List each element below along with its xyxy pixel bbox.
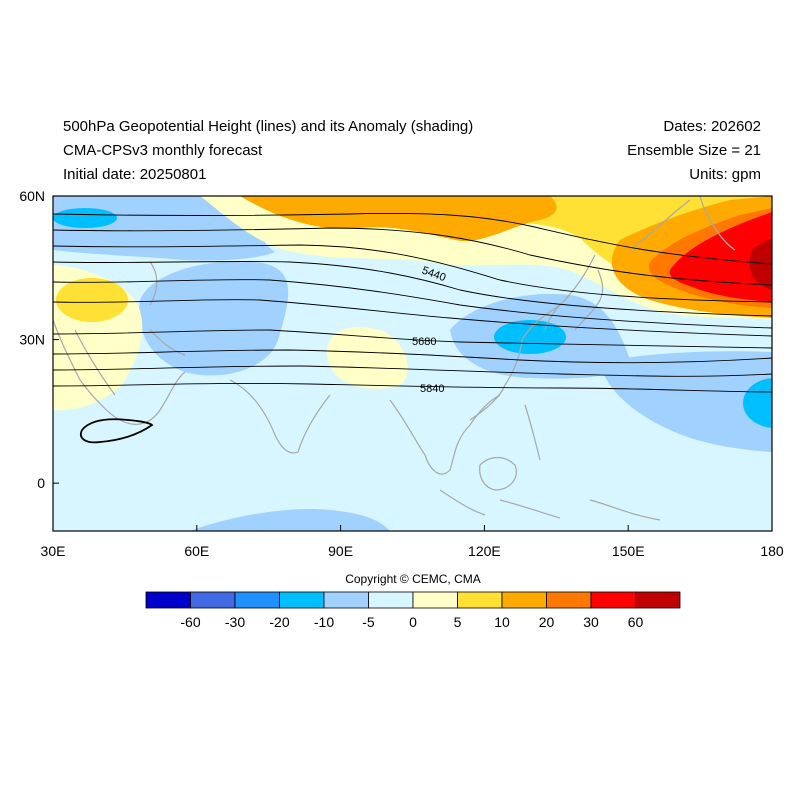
map-frame	[52, 195, 773, 532]
model-name: CMA-CPSv3 monthly forecast	[63, 142, 263, 159]
lat-tick-label: 0	[37, 475, 45, 491]
copyright-text: Copyright © CEMC, CMA	[345, 572, 481, 586]
legend-label: -30	[225, 614, 245, 630]
lon-tick-label: 120E	[468, 543, 501, 559]
anomaly-region-japan-negative10	[494, 320, 566, 354]
anomaly-shading	[53, 196, 772, 531]
anomaly-region-west-negative10	[53, 208, 117, 228]
units-label: Units: gpm	[689, 166, 761, 183]
legend-label: 5	[454, 614, 462, 630]
color-legend: -60 -30 -20 -10 -5 0 5 10 20 30 60	[145, 591, 681, 630]
height-contour	[53, 260, 772, 317]
contour-label-5840: 5840	[420, 383, 444, 395]
legend-label: 0	[409, 614, 417, 630]
coastline-india	[229, 379, 331, 454]
lat-tick-label: 30N	[19, 332, 45, 348]
coastline-kamchatka	[629, 196, 736, 251]
legend-swatch	[368, 591, 414, 609]
height-contour	[53, 365, 772, 377]
anomaly-region-pacific-negative	[600, 351, 772, 452]
legend-label: -20	[269, 614, 289, 630]
anomaly-region-pacific-peak	[749, 238, 772, 290]
lat-tick-label: 60N	[19, 188, 45, 204]
contour-label-5680: 5680	[412, 336, 436, 348]
legend-swatch	[590, 591, 636, 609]
map-axes: 30E 60E 90E 120E 150E 180 60N 30N 0	[19, 188, 784, 559]
height-contours	[53, 212, 772, 444]
height-contour	[53, 212, 772, 265]
legend-swatch	[501, 591, 547, 609]
coastline-red-sea	[74, 329, 116, 396]
height-contour	[53, 279, 772, 329]
coastline-borneo	[479, 456, 517, 491]
ensemble-size: Ensemble Size = 21	[627, 142, 761, 159]
anomaly-region-south-negative	[190, 509, 390, 531]
anomaly-region-north-positive20	[240, 196, 557, 242]
legend-label: -60	[180, 614, 200, 630]
lon-tick-label: 90E	[328, 543, 353, 559]
height-contour	[53, 349, 772, 364]
legend-swatch	[234, 591, 280, 609]
height-contour-closed	[80, 418, 154, 444]
lon-tick-label: 60E	[184, 543, 209, 559]
legend-label: 20	[539, 614, 555, 630]
anomaly-region-pacific-negative10	[743, 378, 772, 428]
coastline-indonesia	[439, 489, 661, 521]
height-contour	[53, 244, 772, 303]
legend-swatch	[190, 591, 236, 609]
legend-label: 30	[583, 614, 599, 630]
height-contour	[53, 299, 772, 337]
initial-date: Initial date: 20250801	[63, 166, 207, 183]
anomaly-region-west-positive10	[56, 278, 128, 322]
lon-tick-label: 150E	[612, 543, 645, 559]
legend-swatch	[635, 591, 681, 609]
coastline-philippines	[524, 404, 541, 461]
legend-label: -5	[362, 614, 375, 630]
anomaly-region-pacific-positive60	[669, 212, 772, 302]
height-contour	[53, 227, 772, 286]
lon-tick-label: 30E	[41, 543, 66, 559]
legend-swatch	[457, 591, 503, 609]
anomaly-region-central-asia-negative	[139, 261, 289, 376]
legend-label: 60	[628, 614, 644, 630]
legend-swatch	[145, 591, 191, 609]
legend-swatch	[546, 591, 592, 609]
legend-swatch	[412, 591, 458, 609]
map-title: 500hPa Geopotential Height (lines) and i…	[63, 118, 474, 135]
legend-label: -10	[314, 614, 334, 630]
legend-swatch	[279, 591, 325, 609]
legend-label: 10	[494, 614, 510, 630]
height-contour-5840	[53, 382, 772, 393]
lon-tick-label: 180	[760, 543, 784, 559]
legend-swatch	[323, 591, 369, 609]
height-contour-5680	[53, 329, 772, 349]
forecast-dates: Dates: 202602	[663, 118, 761, 135]
anomaly-region-tibet-positive5	[326, 327, 408, 389]
